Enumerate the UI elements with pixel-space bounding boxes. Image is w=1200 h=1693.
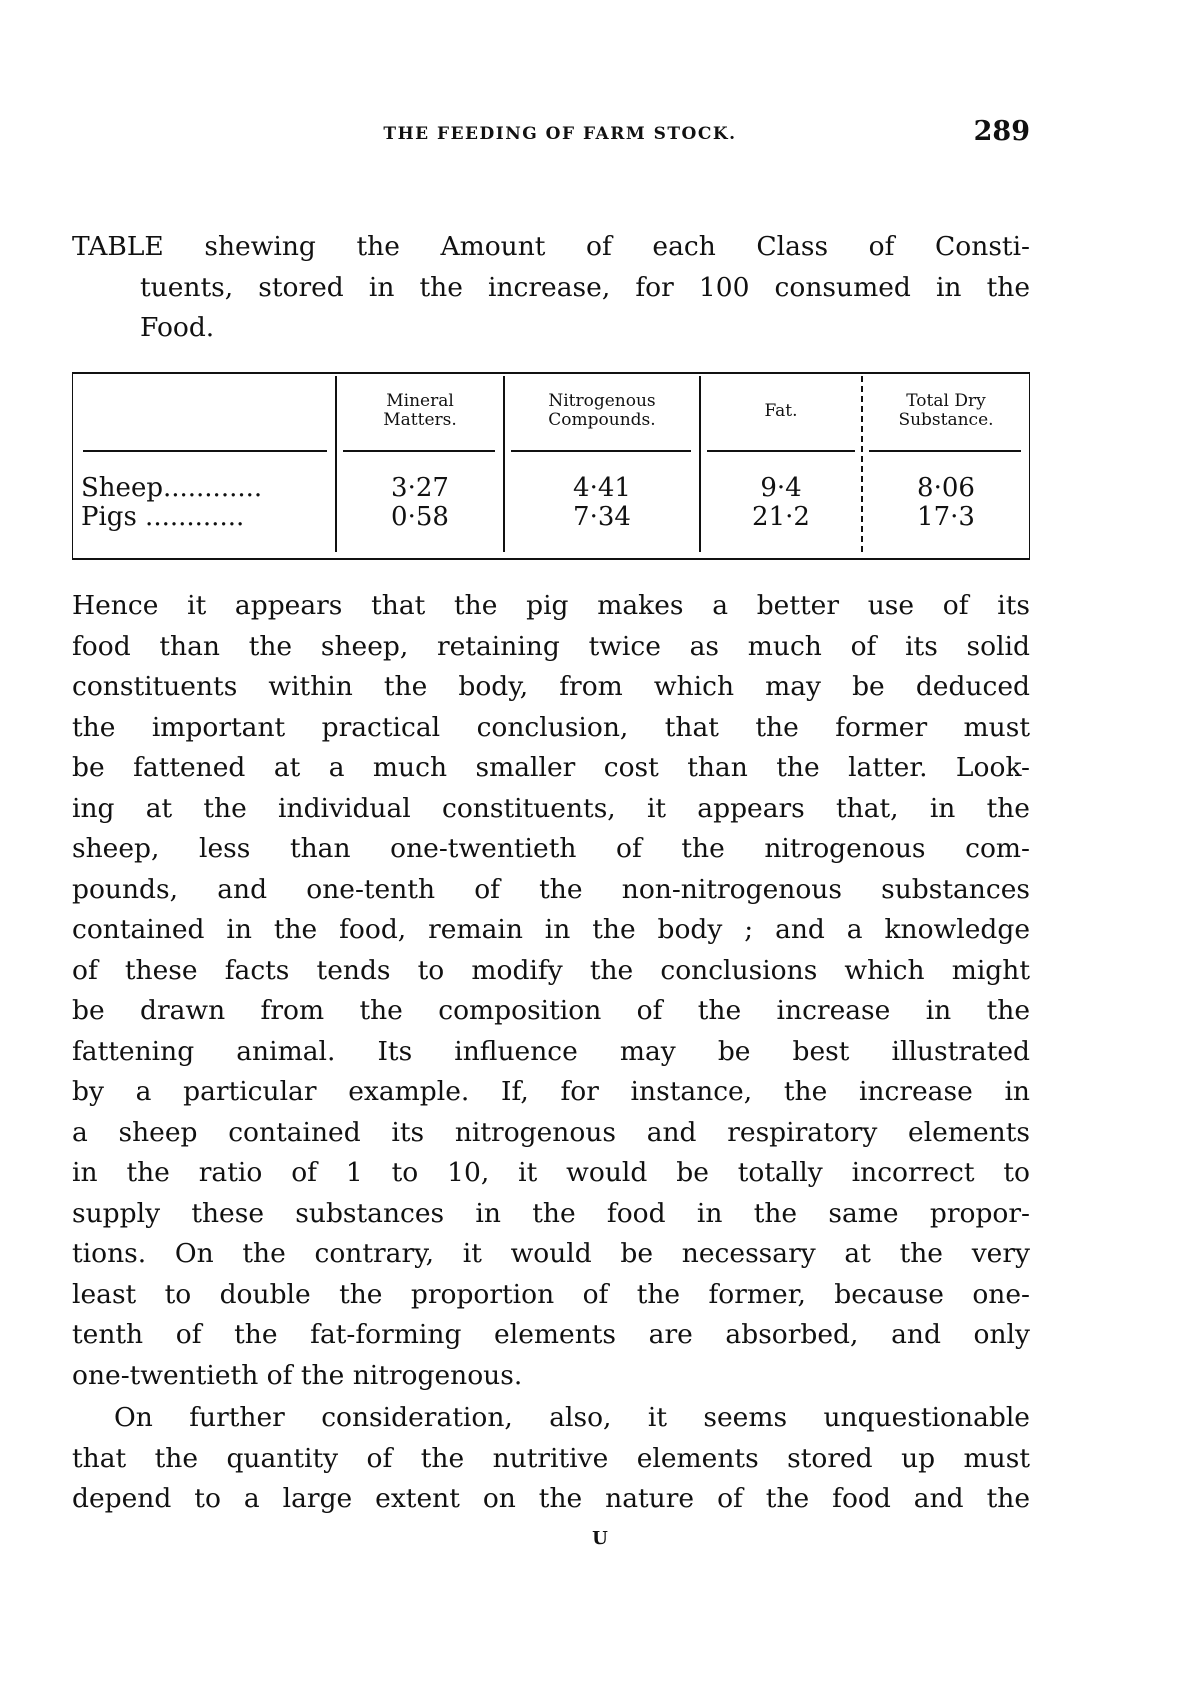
text-line: least to double the proportion of the fo… (72, 1278, 1030, 1310)
column-header-fat: Fat. (701, 402, 861, 421)
text-line: the important practical conclusion, that… (72, 711, 1030, 743)
cell: 8·06 (917, 473, 975, 503)
page-number: 289 (973, 116, 1030, 147)
text-line: Hence it appears that the pig makes a be… (72, 590, 1030, 621)
header-rule (869, 450, 1021, 452)
column-header-total-dry: Total Dry Substance. (863, 392, 1029, 430)
cell: 17·3 (917, 502, 975, 532)
text-line: in the ratio of 1 to 10, it would be tot… (72, 1157, 1030, 1188)
header-rule (83, 450, 327, 452)
signature-mark: U (592, 1528, 608, 1549)
header-text: Mineral (386, 391, 454, 411)
header-text: Total Dry (906, 391, 986, 411)
caption-line: TABLE shewing the Amount of each Class o… (72, 231, 1030, 262)
text-line: depend to a large extent on the nature o… (72, 1483, 1030, 1514)
cell: 3·27 (391, 473, 449, 503)
cell: 0·58 (391, 502, 449, 532)
text-line: supply these substances in the food in t… (72, 1197, 1030, 1229)
header-rule (511, 450, 691, 452)
text-line: pounds, and one-tenth of the non-nitroge… (72, 873, 1030, 905)
cell: 21·2 (752, 502, 810, 532)
text-line: tions. On the contrary, it would be nece… (72, 1238, 1030, 1269)
row-label-sheep: Sheep............ (81, 474, 263, 502)
header-text: Matters. (383, 410, 457, 430)
text-line: On further consideration, also, it seems… (114, 1402, 1030, 1433)
text-line: be drawn from the composition of the inc… (72, 995, 1030, 1026)
column-rule (335, 376, 337, 552)
data-table: Mineral Matters. Nitrogenous Compounds. … (72, 372, 1030, 560)
cell: 9·4 (760, 473, 802, 503)
header-rule (707, 450, 855, 452)
caption-line: tuents, stored in the increase, for 100 … (140, 272, 1030, 303)
text-line: that the quantity of the nutritive eleme… (72, 1442, 1030, 1474)
running-head: THE FEEDING OF FARM STOCK. (383, 124, 737, 144)
text-line: constituents within the body, from which… (72, 671, 1030, 702)
text-line: tenth of the fat-forming elements are ab… (72, 1319, 1030, 1350)
column-rule (699, 376, 701, 552)
text-line: one-twentieth of the nitrogenous. (72, 1359, 523, 1391)
header-text: Fat. (764, 401, 798, 421)
row-label-pigs: Pigs ............ (81, 503, 245, 531)
header-rule (343, 450, 495, 452)
column-rule (503, 376, 505, 552)
text-line: sheep, less than one-twentieth of the ni… (72, 833, 1030, 864)
cell: 4·41 (573, 473, 631, 503)
text-line: food than the sheep, retaining twice as … (72, 630, 1030, 662)
text-line: be fattened at a much smaller cost than … (72, 752, 1030, 783)
header-text: Substance. (898, 410, 994, 430)
text-line: fattening animal. Its influence may be b… (72, 1035, 1030, 1067)
column-header-nitrogenous: Nitrogenous Compounds. (505, 392, 699, 430)
column-header-mineral: Mineral Matters. (337, 392, 503, 430)
text-line: by a particular example. If, for instanc… (72, 1076, 1030, 1107)
text-line: ing at the individual constituents, it a… (72, 792, 1030, 824)
text-line: of these facts tends to modify the concl… (72, 954, 1030, 986)
text-line: contained in the food, remain in the bod… (72, 914, 1030, 945)
caption-line: Food. (140, 312, 215, 343)
column-rule (861, 376, 863, 552)
cell: 7·34 (573, 502, 631, 532)
text-line: a sheep contained its nitrogenous and re… (72, 1116, 1030, 1148)
header-text: Compounds. (548, 410, 656, 430)
header-text: Nitrogenous (548, 391, 656, 411)
